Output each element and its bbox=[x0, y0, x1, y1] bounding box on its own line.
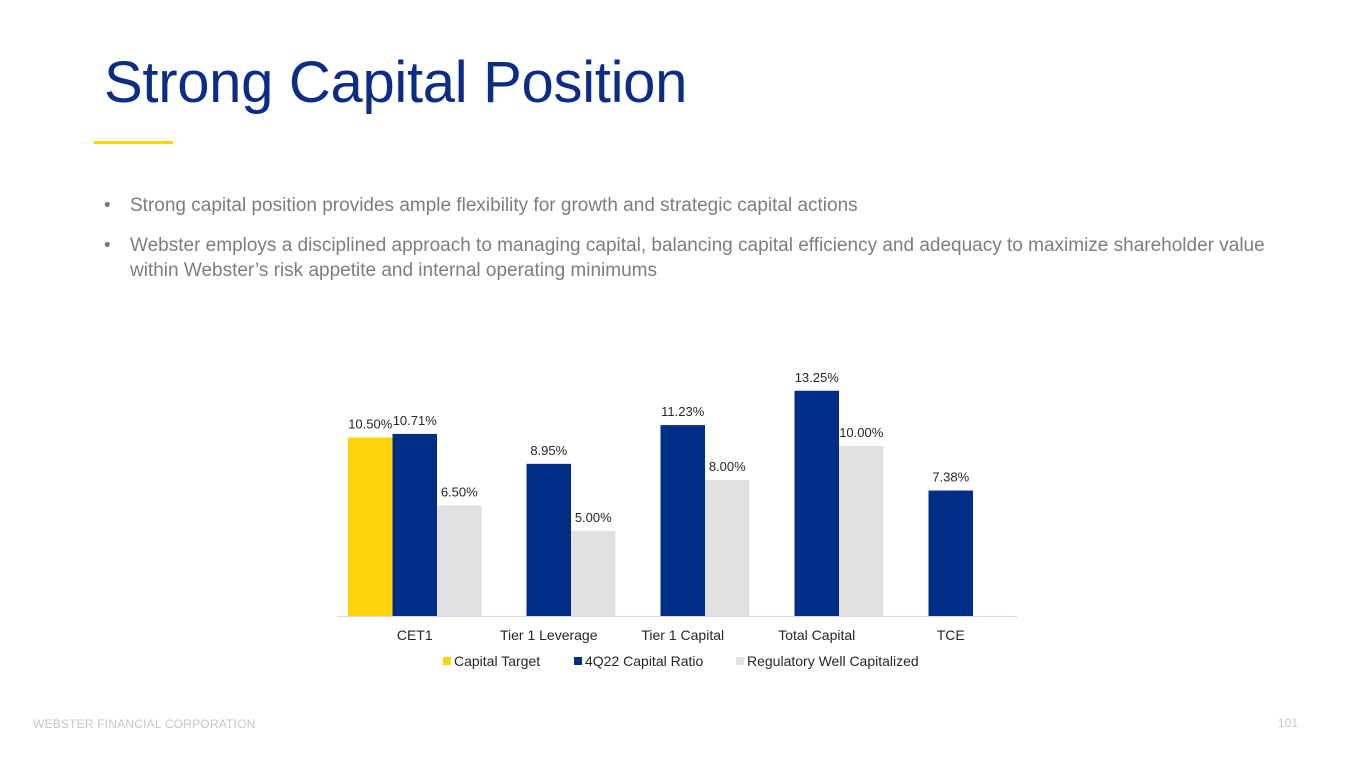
bar-regulatory-well-capitalized-total-capital bbox=[839, 446, 884, 616]
bar-4q22-capital-ratio-total-capital bbox=[794, 390, 839, 616]
bullet-dot: • bbox=[104, 235, 111, 256]
bullet-text: Strong capital position provides ample f… bbox=[130, 195, 858, 216]
data-label-4q22-capital-ratio-tce: 7.38% bbox=[932, 470, 969, 485]
data-label-4q22-capital-ratio-tier-1-capital: 11.23% bbox=[661, 404, 705, 419]
bullet-list: • Strong capital position provides ample… bbox=[104, 193, 1304, 298]
data-label-regulatory-well-capitalized-cet1: 6.50% bbox=[441, 485, 478, 500]
page-number: 101 bbox=[1277, 716, 1298, 730]
legend-swatch-4q22-capital-ratio bbox=[574, 657, 582, 665]
data-label-capital-target-cet1: 10.50% bbox=[348, 417, 393, 432]
legend-label-4q22-capital-ratio: 4Q22 Capital Ratio bbox=[585, 653, 704, 669]
data-label-regulatory-well-capitalized-tier-1-leverage: 5.00% bbox=[575, 510, 612, 525]
footer-company: WEBSTER FINANCIAL CORPORATION bbox=[33, 717, 256, 731]
page-title: Strong Capital Position bbox=[104, 50, 688, 115]
data-label-4q22-capital-ratio-total-capital: 13.25% bbox=[795, 370, 840, 385]
bullet-item: • Strong capital position provides ample… bbox=[104, 193, 1304, 218]
bullet-item: • Webster employs a disciplined approach… bbox=[104, 233, 1304, 283]
legend-label-capital-target: Capital Target bbox=[454, 653, 540, 669]
x-tick-label-tier-1-leverage: Tier 1 Leverage bbox=[500, 627, 598, 643]
legend-label-regulatory-well-capitalized: Regulatory Well Capitalized bbox=[747, 653, 919, 669]
x-tick-label-total-capital: Total Capital bbox=[778, 627, 855, 643]
x-tick-label-cet1: CET1 bbox=[397, 627, 433, 643]
data-label-4q22-capital-ratio-tier-1-leverage: 8.95% bbox=[530, 443, 567, 458]
legend-swatch-regulatory-well-capitalized bbox=[736, 657, 744, 665]
bar-4q22-capital-ratio-tier-1-capital bbox=[660, 425, 705, 616]
legend-swatch-capital-target bbox=[443, 657, 451, 665]
bar-4q22-capital-ratio-tce bbox=[928, 490, 973, 616]
data-label-regulatory-well-capitalized-total-capital: 10.00% bbox=[839, 425, 884, 440]
data-label-regulatory-well-capitalized-tier-1-capital: 8.00% bbox=[709, 459, 746, 474]
title-accent-rule bbox=[94, 141, 173, 144]
bullet-text: Webster employs a disciplined approach t… bbox=[130, 235, 1265, 281]
x-tick-label-tier-1-capital: Tier 1 Capital bbox=[641, 627, 724, 643]
bar-capital-target-cet1 bbox=[348, 437, 393, 616]
bar-regulatory-well-capitalized-tier-1-capital bbox=[705, 480, 750, 616]
bar-regulatory-well-capitalized-tier-1-leverage bbox=[571, 531, 616, 616]
x-tick-label-tce: TCE bbox=[937, 627, 965, 643]
bar-regulatory-well-capitalized-cet1 bbox=[437, 505, 482, 616]
bullet-dot: • bbox=[104, 195, 111, 216]
bar-4q22-capital-ratio-cet1 bbox=[392, 433, 437, 616]
data-label-4q22-capital-ratio-cet1: 10.71% bbox=[393, 413, 438, 428]
bar-4q22-capital-ratio-tier-1-leverage bbox=[526, 463, 571, 616]
